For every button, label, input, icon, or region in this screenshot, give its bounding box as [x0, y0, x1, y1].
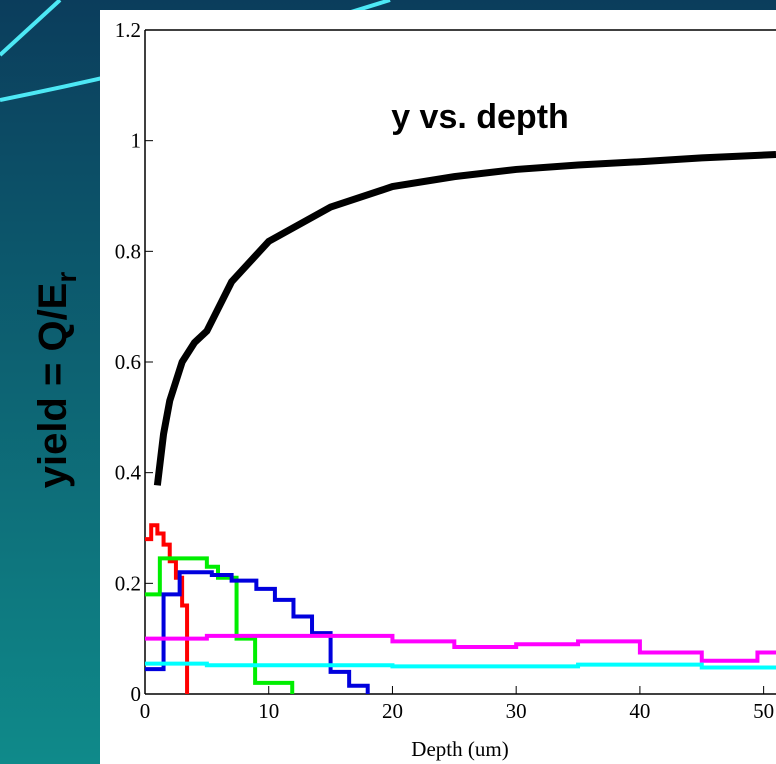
y-label-main: yield = Q/E [31, 283, 75, 489]
step-line [145, 661, 776, 670]
y-tick-label: 0.6 [115, 350, 141, 374]
x-tick-label: 30 [506, 699, 527, 723]
y-tick-label: 1 [131, 129, 142, 153]
x-tick-label: 0 [140, 699, 151, 723]
step-line [145, 633, 776, 663]
y-axis-label: yield = Q/Er [31, 272, 82, 489]
y-tick-label: 0 [131, 682, 142, 706]
y-tick-label: 0.4 [115, 461, 142, 485]
x-tick-label: 50 [753, 699, 774, 723]
y-tick-label: 0.8 [115, 239, 141, 263]
step-line [145, 523, 190, 694]
chart-title: y vs. depth [391, 98, 569, 136]
x-tick-label: 10 [258, 699, 279, 723]
x-tick-label: 40 [629, 699, 650, 723]
step-line [145, 570, 370, 694]
plot-panel [100, 10, 776, 764]
x-axis-label: Depth (um) [411, 737, 508, 761]
curve [153, 151, 776, 486]
y-label-sub: r [51, 272, 82, 283]
y-tick-label: 0.2 [115, 571, 141, 595]
plot: 0 10 20 30 40 50 0 0.2 0.4 0.6 0.8 1 1.2 [115, 18, 776, 723]
step-line [145, 556, 295, 694]
x-tick-label: 20 [382, 699, 403, 723]
y-tick-label: 1.2 [115, 18, 141, 42]
